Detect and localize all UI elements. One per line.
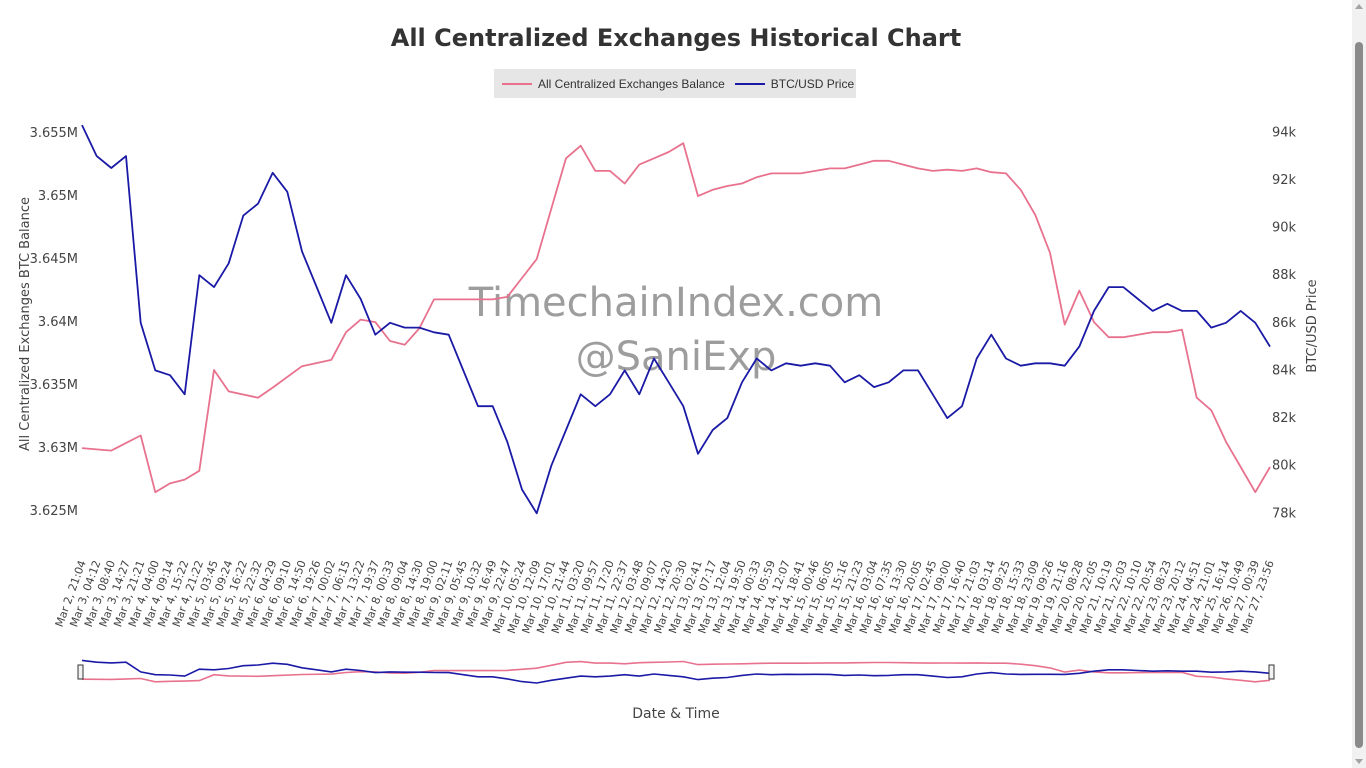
y-right-tick-label: 80k: [1272, 459, 1297, 474]
y-left-tick-label: 3.65M: [38, 189, 78, 204]
y-right-tick-label: 78k: [1272, 506, 1297, 521]
navigator-line-balance: [81, 660, 1271, 683]
scroll-up-icon[interactable]: [1355, 4, 1363, 9]
y-right-tick-label: 84k: [1272, 363, 1297, 378]
navigator-line-price: [81, 659, 1271, 684]
chart-legend[interactable]: All Centralized Exchanges Balance BTC/US…: [494, 69, 856, 98]
watermark-text-1: @SaniExp: [576, 334, 777, 380]
legend-label-price: BTC/USD Price: [770, 76, 855, 91]
y-right-tick-label: 94k: [1272, 125, 1297, 140]
scroll-down-icon[interactable]: [1355, 759, 1363, 764]
series-line-balance: [81, 142, 1271, 494]
legend-item-price[interactable]: BTC/USD Price: [734, 76, 855, 91]
series-line-price: [81, 124, 1271, 515]
scrollbar-thumb[interactable]: [1355, 42, 1363, 748]
watermark-text-0: TimechainIndex.com: [468, 280, 883, 326]
y-right-axis-title: BTC/USD Price: [1305, 279, 1320, 372]
y-left-tick-label: 3.63M: [38, 441, 78, 456]
legend-swatch-price: [734, 82, 765, 85]
y-left-axis-title: All Centralized Exchanges BTC Balance: [18, 197, 33, 451]
y-right-tick-label: 82k: [1272, 411, 1297, 426]
y-left-tick-label: 3.635M: [30, 378, 78, 393]
y-right-tick-label: 90k: [1272, 221, 1297, 236]
legend-swatch-balance: [502, 82, 532, 85]
chart-title: All Centralized Exchanges Historical Cha…: [390, 24, 962, 52]
y-right-tick-label: 92k: [1272, 173, 1297, 188]
legend-label-balance: All Centralized Exchanges Balance: [538, 76, 725, 91]
y-right-tick-label: 86k: [1272, 316, 1297, 331]
navigator-handle-right[interactable]: [1268, 664, 1275, 680]
legend-item-balance[interactable]: All Centralized Exchanges Balance: [502, 77, 725, 91]
y-left-tick-label: 3.655M: [30, 126, 78, 141]
x-axis-title: Date & Time: [632, 706, 720, 722]
y-left-tick-label: 3.625M: [30, 504, 78, 519]
vertical-scrollbar[interactable]: [1352, 0, 1366, 768]
navigator-handle-left[interactable]: [77, 664, 84, 680]
y-left-tick-label: 3.64M: [38, 315, 78, 330]
y-left-tick-label: 3.645M: [30, 252, 78, 267]
y-right-tick-label: 88k: [1272, 268, 1297, 283]
